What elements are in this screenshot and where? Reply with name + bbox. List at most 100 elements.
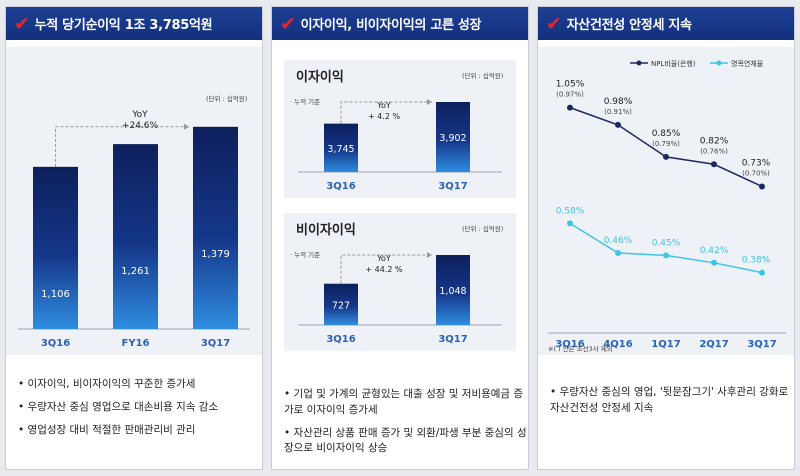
data-point [567,104,573,111]
panel-title: 이자이익, 비이자이익의 고른 성장 [300,18,482,33]
sub-title: 비이자이익 [296,223,356,238]
bullet-item: • 자산관리 상품 판매 증가 및 외환/파생 부분 중심의 성장으로 비이자이… [284,426,527,455]
non-interest-income-box: 비이자이익 (단위 : 십억원) · 누적 기준 727 3Q16 1,048 3Q1… [284,213,516,351]
unit-label: (단위 : 십억원) [206,95,248,103]
yoy-value: + 4.2 % [368,112,401,121]
bullet-list: • 기업 및 가계의 균형있는 대출 성장 및 저비용예금 증가로 이자이익 증… [284,387,528,464]
bar [324,123,358,172]
bar-value-label: 3,902 [439,133,466,144]
data-label: 0.38% [742,256,771,266]
net-income-chart: 1,106 3Q16 1,261 FY16 1,379 3Q17 YoY+24.6% [18,110,250,349]
check-icon: ✔ [546,12,562,35]
data-point [759,183,765,190]
non-interest-income-chart: 727 3Q16 1,048 3Q17 YoY + 44.2 % [298,252,502,345]
bar-value-label: 727 [332,300,350,311]
note-label: · 누적 기준 [290,251,321,259]
yoy-arrow-head [427,252,432,258]
data-label: 0.85% [652,129,681,139]
sub-title: 이자이익 [296,70,344,85]
yoy-label: YoY [376,254,391,263]
bar [324,283,358,325]
panel-income-growth: ✔ 이자이익, 비이자이익의 고른 성장 이자이익 (단위 : 십억원) · 누적… [271,6,529,470]
panel-title: 자산건전성 안정세 지속 [566,18,692,33]
bar-value-label: 1,106 [41,289,70,300]
data-label: 0.45% [652,238,681,248]
bar-value-label: 1,379 [201,249,230,260]
data-label: 0.46% [604,236,633,246]
x-tick-label: 2Q17 [699,339,728,350]
data-point [711,161,717,168]
unit-label: (단위 : 십억원) [462,225,504,233]
x-tick-label: 4Q16 [603,339,632,350]
panel-header: ✔ 자산건전성 안정세 지속 [538,7,794,40]
legend-label-delinq: 명목연체율 [731,59,764,68]
data-point [567,220,573,227]
yoy-arrow-head [427,99,432,105]
data-point [759,269,765,276]
data-label: 1.05% [556,80,585,90]
bar [436,102,470,172]
bullet-item: • 기업 및 가계의 균형있는 대출 성장 및 저비용예금 증가로 이자이익 증… [284,388,524,416]
yoy-label: YoY [131,110,148,120]
bullet-item: • 이자이익, 비이자이익의 꾸준한 증가세 [18,378,196,390]
bar [33,166,78,329]
x-tick-label: 3Q16 [326,334,355,345]
bullet-item: • 우량자산 중심의 영업, '뒷문잠그기' 사후관리 강화로 자산건전성 안정… [550,386,789,414]
yoy-arrow-line [340,101,432,124]
chart-area: NPL비율(은행) 명목연체율 1.05% (0.97%) 0.98% (0.91%) 0.… [538,47,794,355]
x-tick-label: 3Q17 [438,334,467,345]
check-icon: ✔ [280,12,296,35]
yoy-value: + 44.2 % [365,265,403,274]
unit-label: (단위 : 십억원) [462,72,504,80]
x-tick-label: 3Q16 [41,338,70,349]
panel-title: 누적 당기순이익 1조 3,785억원 [34,18,213,33]
interest-income-chart: 3,745 3Q16 3,902 3Q17 YoY + 4.2 % [298,99,502,192]
data-sub-label: (0.70%) [742,169,770,177]
bullet-list: • 우량자산 중심의 영업, '뒷문잠그기' 사후관리 강화로 자산건전성 안정… [550,385,794,424]
bar [436,255,470,325]
data-point [711,259,717,266]
chart-area: (단위 : 십억원) 1,106 3Q16 1,261 FY16 1,379 3Q17 Yo… [6,47,262,355]
data-point [615,121,621,128]
panel-net-income: ✔ 누적 당기순이익 1조 3,785억원 (단위 : 십억원) 1,106 3Q1… [5,6,263,470]
panel-asset-quality: ✔ 자산건전성 안정세 지속 NPL비율(은행) 명목연체율 1.05% (0.97%)… [537,6,795,470]
data-label: 0.73% [742,158,771,168]
data-sub-label: (0.91%) [604,108,632,116]
data-label: 0.42% [700,246,729,256]
legend-marker-npl [636,60,642,66]
bar [113,144,158,329]
yoy-arrow-head [184,123,189,130]
yoy-arrow-line [55,126,189,167]
data-sub-label: (0.76%) [700,147,728,155]
data-sub-label: (0.79%) [652,140,680,148]
data-point [663,153,669,160]
asset-quality-chart: NPL비율(은행) 명목연체율 1.05%(0.97%) 0.98%(0.91%) 0.… [548,59,786,350]
panel-header: ✔ 누적 당기순이익 1조 3,785억원 [6,7,262,40]
x-tick-label: 1Q17 [651,339,680,350]
x-tick-label: 3Q17 [438,181,467,192]
x-tick-label: 3Q17 [747,339,776,350]
legend-marker-delinq [716,60,722,66]
bar-value-label: 1,048 [439,286,466,297]
footnote: ※( ) 안은 조선3사 제외 [548,345,613,353]
interest-income-box: 이자이익 (단위 : 십억원) · 누적 기준 3,745 3Q16 3,902 3Q… [284,60,516,198]
note-label: · 누적 기준 [290,98,321,106]
bullet-item: • 우량자산 중심 영업으로 대손비용 지속 감소 [18,400,219,413]
data-point [663,252,669,259]
panel-header: ✔ 이자이익, 비이자이익의 고른 성장 [272,7,528,40]
data-label: 0.58% [556,206,585,216]
bullet-item: • 영업성장 대비 적절한 판매관리비 관리 [18,423,196,436]
yoy-label: YoY [376,101,391,110]
x-tick-label: FY16 [122,338,150,349]
data-sub-label: (0.97%) [556,91,584,99]
bar-value-label: 1,261 [121,266,150,277]
bar-value-label: 3,745 [327,144,354,155]
yoy-value: +24.6% [122,121,159,131]
bullet-list: • 이자이익, 비이자이익의 꾸준한 증가세 • 우량자산 중심 영업으로 대손… [18,377,218,445]
data-label: 0.98% [604,97,633,107]
x-tick-label: 3Q16 [555,339,584,350]
data-point [615,249,621,256]
x-tick-label: 3Q16 [326,181,355,192]
data-label: 0.82% [700,136,729,146]
x-tick-label: 3Q17 [201,338,230,349]
